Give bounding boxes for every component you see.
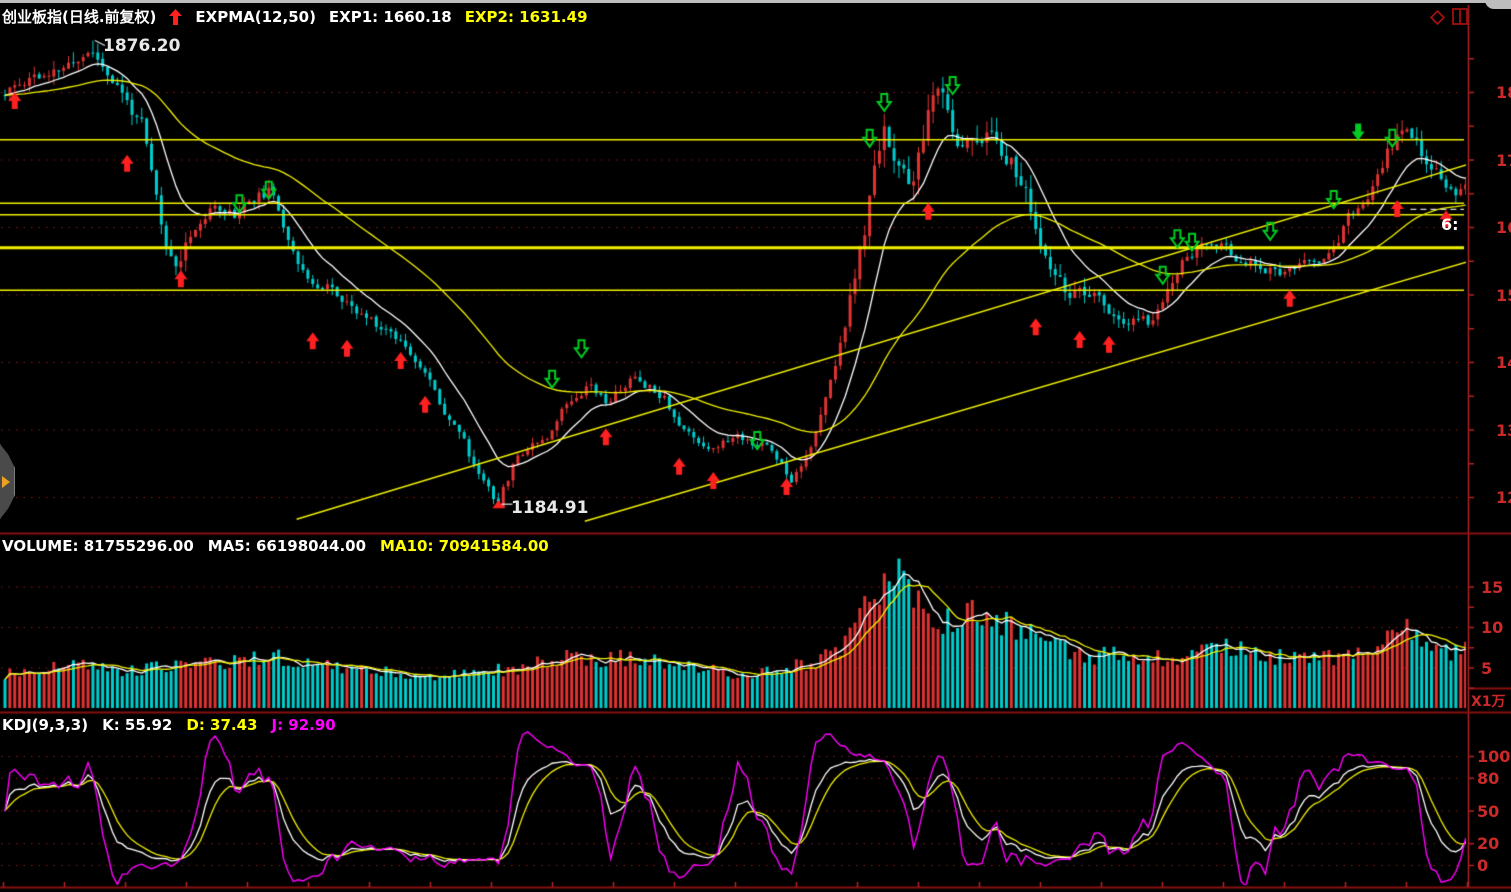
kdj-k-value: K: 55.92 [102,716,173,734]
volume-axis-label-15: 15 [1481,577,1504,597]
peak-price-label: 1876.20 [103,36,181,56]
kdj-axis-label-80: 80 [1477,768,1500,788]
kdj-axis-label-0: 0 [1477,856,1489,875]
up-arrow-icon [169,8,183,25]
price-axis-label-1600: 1600 [1496,218,1511,237]
volume-unit-label: X1万 [1471,694,1506,710]
kdj-indicator-label[interactable]: KDJ(9,3,3) [2,716,89,734]
window-top-edge [0,0,1511,3]
price-axis-label-1400: 1400 [1496,353,1511,372]
kdj-axis-label-50: 50 [1477,801,1500,821]
trough-price-label: 1184.91 [511,498,589,518]
volume-ma10-label: MA10: 70941584.00 [380,537,549,555]
exp2-value: EXP2: 1631.49 [464,7,588,26]
price-axis-label-1200: 1200 [1496,488,1511,507]
split-window-icon[interactable] [1451,7,1469,26]
volume-label-row: VOLUME: 81755296.00 MA5: 66198044.00 MA1… [2,537,549,555]
expand-arrow-icon [2,475,10,488]
kdj-label-row: KDJ(9,3,3) K: 55.92 D: 37.43 J: 92.90 [2,716,336,734]
price-axis-label-1300: 1300 [1496,420,1511,440]
indicator-label[interactable]: EXPMA(12,50) [195,7,316,26]
price-axis-label-1700: 1700 [1496,150,1511,170]
diamond-icon[interactable] [1428,8,1446,26]
kdj-axis-label-100: 100 [1477,747,1511,766]
chart-header: 创业板指(日线.前复权) EXPMA(12,50) EXP1: 1660.18 … [2,6,588,27]
kdj-j-value: J: 92.90 [271,716,336,734]
volume-value-label[interactable]: VOLUME: 81755296.00 [2,537,194,555]
volume-axis-label-5: 5 [1481,658,1493,678]
volume-axis-label-10: 10 [1481,618,1504,637]
price-axis-label-1800: 1800 [1496,83,1511,102]
exp1-value: EXP1: 1660.18 [328,7,452,26]
kdj-axis-label-20: 20 [1477,834,1500,854]
volume-ma5-label: MA5: 66198044.00 [207,537,367,555]
current-price-tag: 6: [1441,215,1459,234]
price-axis-label-1500: 1500 [1496,285,1511,305]
window-top-corner [1485,0,1511,9]
window-controls [1428,7,1469,26]
kdj-d-value: D: 37.43 [186,716,258,734]
instrument-title: 创业板指(日线.前复权) [2,8,157,26]
